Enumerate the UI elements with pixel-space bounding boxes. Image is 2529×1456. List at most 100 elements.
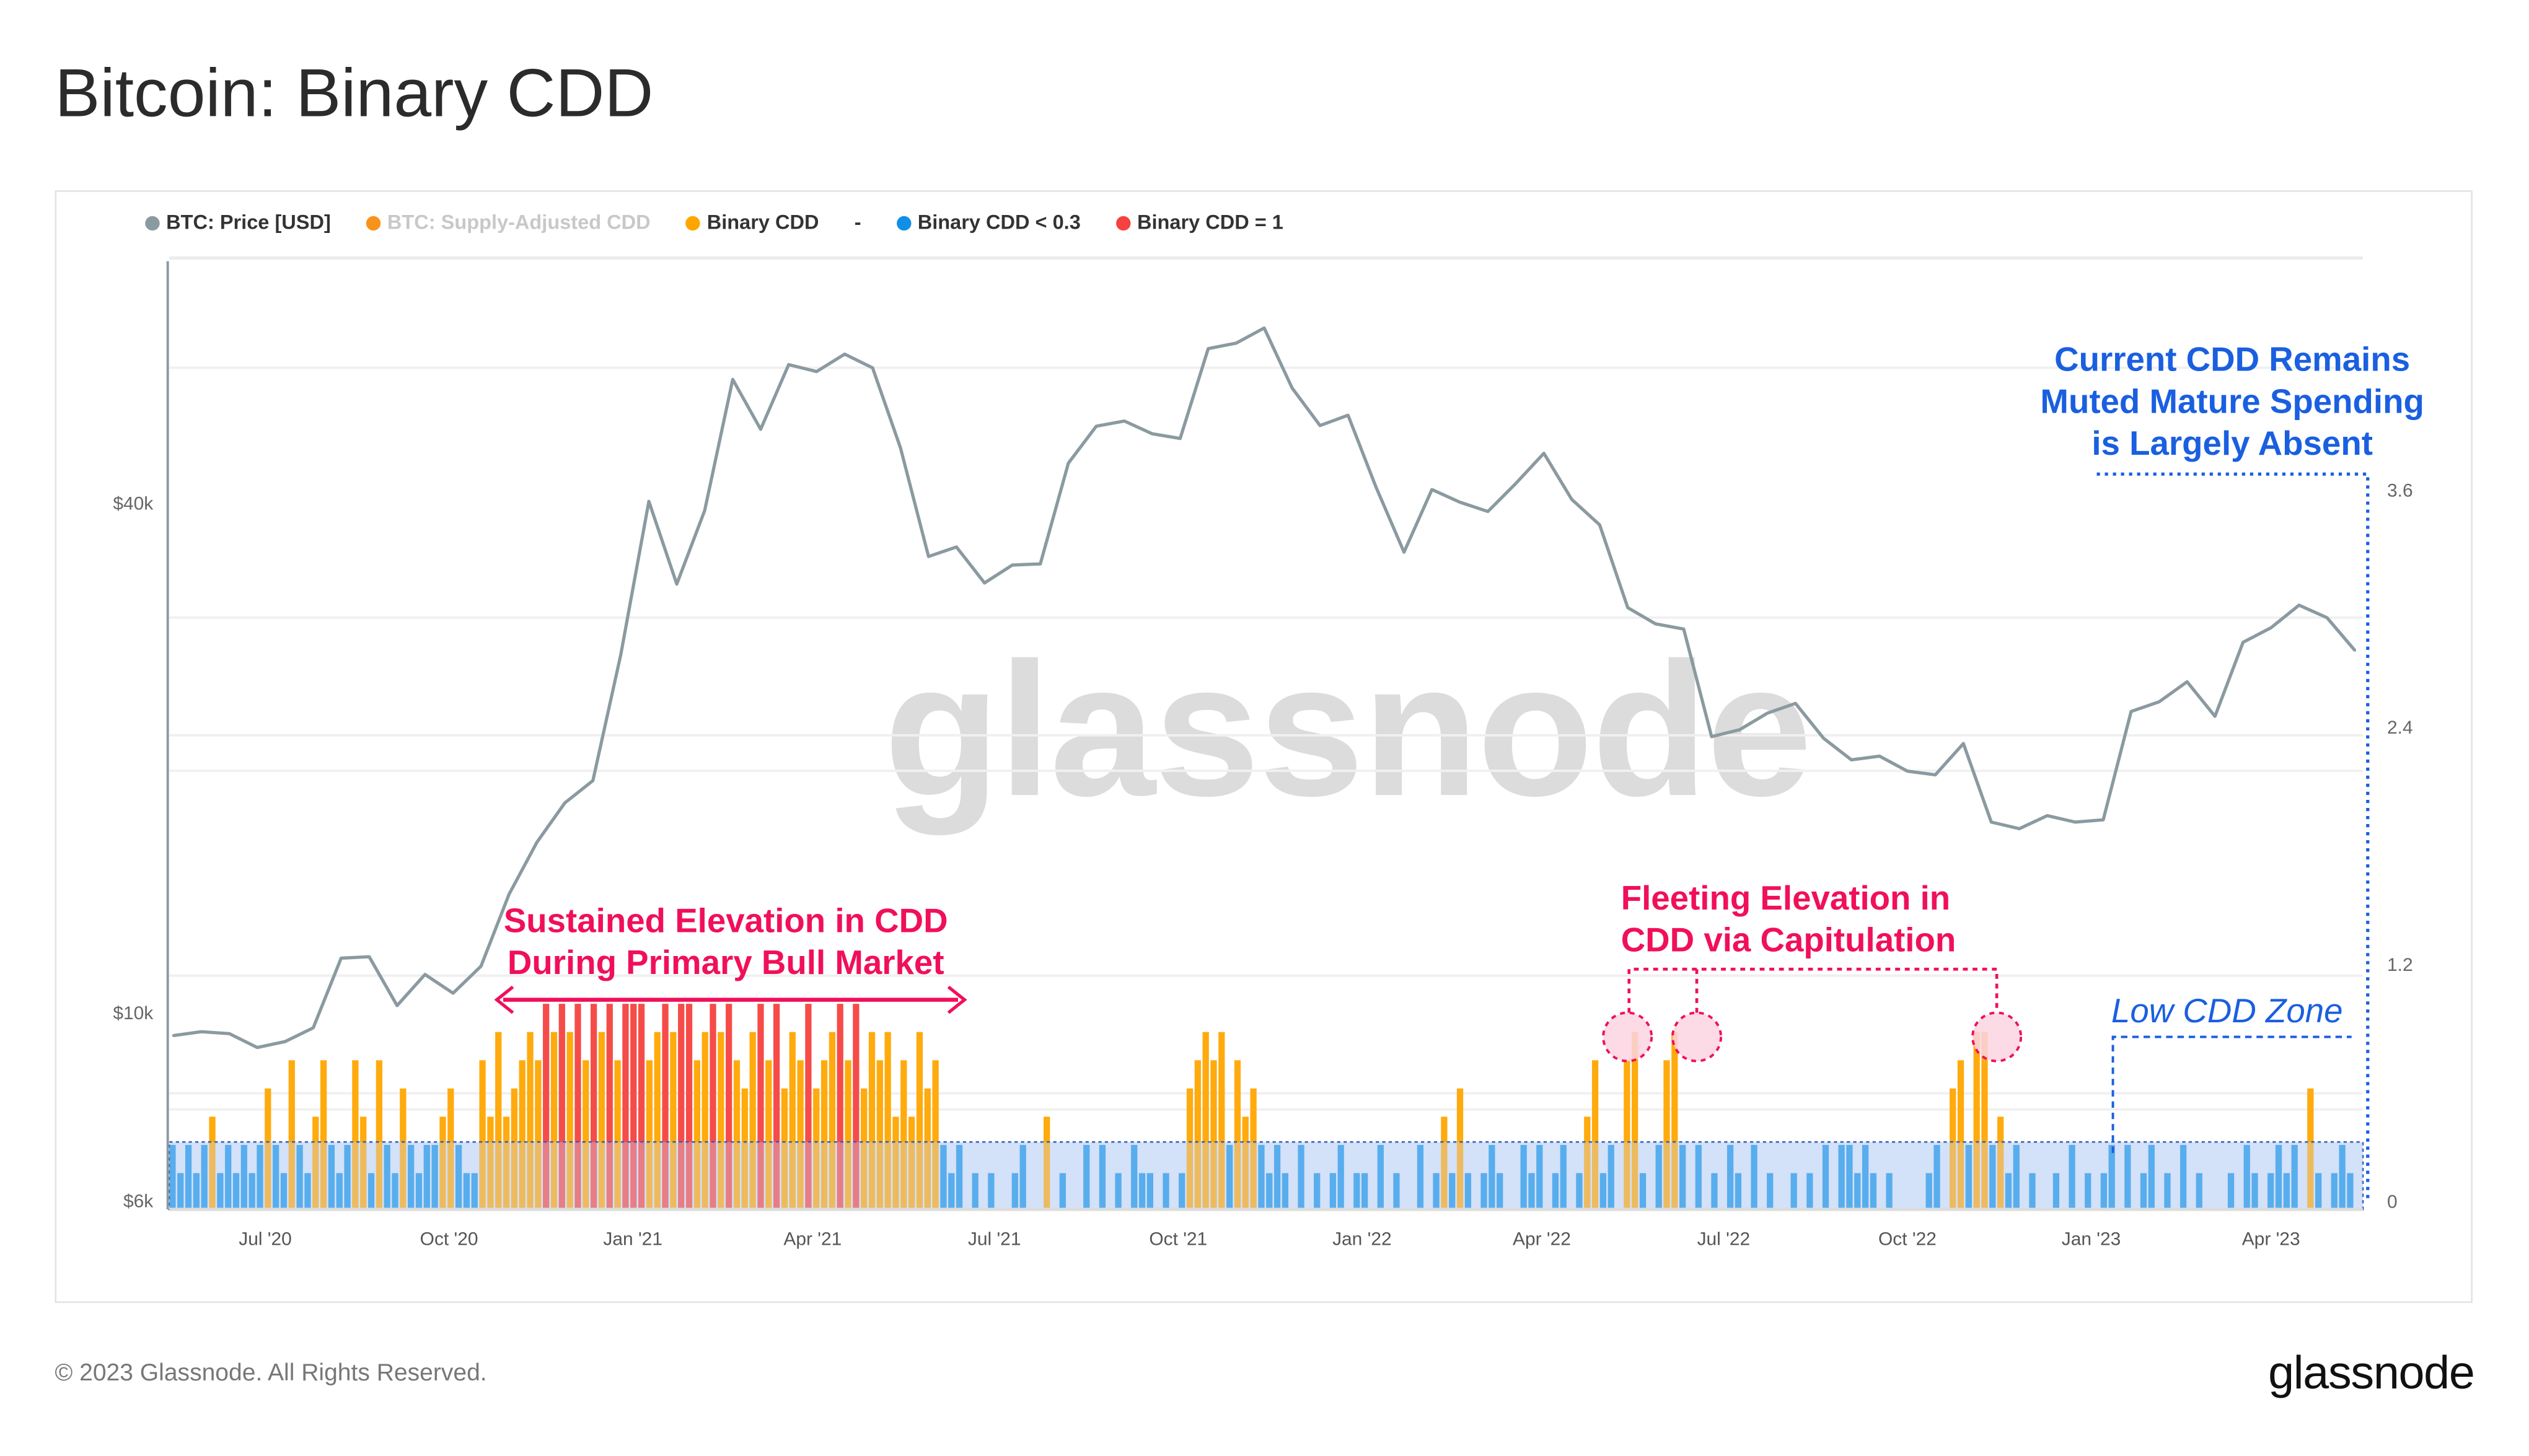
cdd-bar	[1433, 1173, 1440, 1210]
price-point	[1374, 485, 1378, 489]
annotation-fleeting-elevation: Fleeting Elevation in CDD via Capitulati…	[1621, 879, 2002, 962]
annotation-line: During Primary Bull Market	[507, 945, 944, 983]
annotation-line: Muted Mature Spending	[2040, 384, 2424, 421]
cdd-bar	[972, 1173, 979, 1210]
price-point	[172, 1034, 175, 1037]
legend-label: -	[854, 211, 861, 234]
cdd-bar	[1846, 1144, 1853, 1210]
price-point	[703, 509, 706, 512]
cdd-bar	[1298, 1144, 1304, 1210]
price-point	[2018, 827, 2021, 830]
price-point	[1822, 737, 1825, 740]
cdd-bar	[900, 1060, 907, 1210]
cdd-bar	[217, 1173, 224, 1210]
cdd-bar	[876, 1060, 883, 1210]
cdd-bar	[1146, 1173, 1154, 1210]
cdd-bar	[1965, 1144, 1972, 1210]
price-point	[2214, 715, 2217, 718]
cdd-bar	[710, 1004, 716, 1210]
cdd-bar	[1735, 1173, 1742, 1210]
cdd-bar	[924, 1088, 931, 1210]
cdd-bar	[757, 1004, 764, 1210]
cdd-bar	[1226, 1144, 1233, 1210]
legend-item[interactable]: Binary CDD < 0.3	[896, 211, 1081, 234]
cdd-bar	[614, 1060, 621, 1210]
right-axis-tick-label: 3.6	[2387, 481, 2413, 501]
cdd-bar	[257, 1144, 263, 1210]
cdd-bar	[376, 1060, 382, 1210]
cdd-bar	[209, 1116, 216, 1210]
price-point	[227, 1032, 231, 1035]
legend-item[interactable]: -	[855, 211, 861, 234]
price-point	[395, 1004, 398, 1007]
price-point	[451, 991, 455, 995]
annotation-line: Fleeting Elevation in	[1621, 880, 1951, 918]
cdd-bar	[662, 1004, 669, 1210]
price-point	[1515, 482, 1518, 485]
cdd-bar	[733, 1060, 741, 1210]
cdd-bar	[1218, 1032, 1225, 1210]
right-axis-tick-label: 1.2	[2387, 955, 2413, 975]
price-point	[1067, 462, 1070, 465]
cdd-bar	[1973, 1032, 1980, 1210]
cdd-bar	[1950, 1088, 1956, 1210]
cdd-bar	[193, 1173, 200, 1210]
price-point	[1039, 563, 1042, 566]
glassnode-logo: glassnode	[2268, 1348, 2475, 1400]
capitulation-highlight-circle	[1602, 1011, 1653, 1063]
price-point	[619, 653, 622, 656]
cdd-bar	[169, 1144, 176, 1210]
legend-dot-icon	[145, 215, 160, 230]
cdd-bar	[463, 1173, 470, 1210]
x-axis-tick-label: Oct '22	[1878, 1229, 1937, 1249]
cdd-bar	[336, 1173, 343, 1210]
cdd-bar	[1520, 1144, 1527, 1210]
cdd-bar	[304, 1173, 311, 1210]
legend-item[interactable]: BTC: Supply-Adjusted CDD	[366, 211, 651, 234]
legend-item[interactable]: Binary CDD = 1	[1116, 211, 1283, 234]
cdd-bar	[400, 1088, 407, 1210]
annotation-line: CDD via Capitulation	[1621, 922, 1956, 960]
price-point	[1123, 419, 1126, 423]
price-point	[1850, 758, 1853, 761]
price-point	[1710, 735, 1713, 738]
capitulation-highlight-circle	[1671, 1011, 1723, 1063]
cdd-bar	[2085, 1173, 2091, 1210]
cdd-bar	[2283, 1173, 2290, 1210]
cdd-bar	[678, 1004, 685, 1210]
cdd-bar	[2331, 1173, 2338, 1210]
cdd-bar	[1393, 1173, 1400, 1210]
cdd-bar	[2148, 1144, 2155, 1210]
price-point	[1319, 424, 1322, 427]
cdd-bar	[447, 1088, 454, 1210]
cdd-bar	[1726, 1144, 1734, 1210]
cdd-bar	[741, 1088, 748, 1210]
price-point	[1738, 728, 1741, 731]
price-point	[1402, 551, 1405, 554]
cdd-bar	[797, 1060, 804, 1210]
cdd-bar	[646, 1060, 653, 1210]
cdd-bar	[1790, 1173, 1797, 1210]
cdd-bar	[1886, 1173, 1893, 1210]
price-point	[647, 500, 651, 503]
legend-item[interactable]: BTC: Price [USD]	[145, 211, 331, 234]
cdd-bar	[1957, 1060, 1964, 1210]
price-point	[1011, 563, 1014, 567]
cdd-bar	[1194, 1060, 1201, 1210]
cdd-bar	[598, 1032, 605, 1210]
cdd-bar	[1138, 1173, 1146, 1210]
cdd-bar	[487, 1116, 494, 1210]
cdd-bar	[749, 1032, 756, 1210]
x-axis-tick-label: Apr '23	[2242, 1229, 2300, 1249]
legend-item[interactable]: Binary CDD	[685, 211, 819, 234]
cdd-bar	[2243, 1144, 2250, 1210]
cdd-bar	[1163, 1173, 1169, 1210]
x-axis-tick-label: Jan '21	[603, 1229, 662, 1249]
watermark: glassnode	[884, 624, 1812, 837]
price-point	[1906, 770, 1909, 773]
price-point	[200, 1030, 203, 1033]
price-point	[983, 581, 986, 584]
right-axis-tick-label: 0	[2387, 1191, 2398, 1212]
chart-frame	[55, 190, 2473, 1303]
